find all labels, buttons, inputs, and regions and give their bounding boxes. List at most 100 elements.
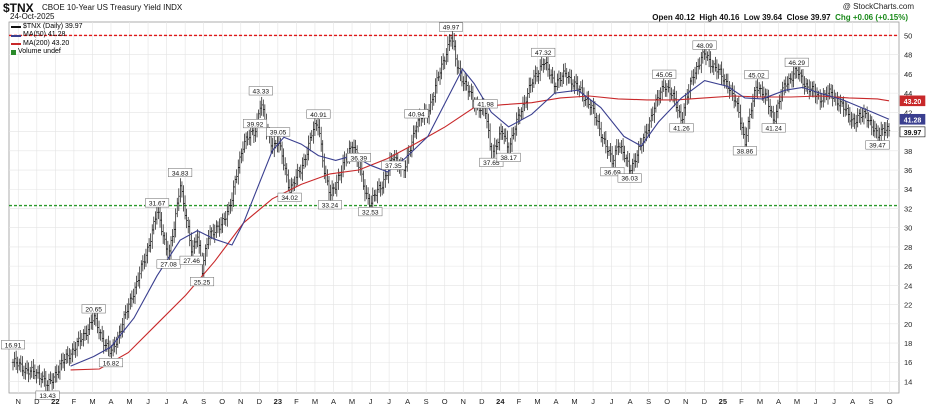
- x-tick-label: 23: [274, 397, 282, 406]
- point-label-box: [306, 109, 331, 119]
- y-tick-label: 32: [904, 204, 912, 213]
- axis-badge-text: 41.28: [904, 117, 922, 124]
- point-label: 25.25: [190, 277, 215, 287]
- axes: 14161820222426283032343638404244464850ND…: [16, 31, 926, 406]
- point-label-box: [865, 140, 890, 150]
- y-tick-label: 26: [904, 262, 912, 271]
- y-tick-label: 42: [904, 108, 912, 117]
- point-label-box: [784, 57, 809, 67]
- point-label-text: 37.65: [483, 160, 500, 167]
- point-label: 45.05: [652, 69, 677, 79]
- point-label: 20.65: [81, 304, 106, 314]
- y-tick-label: 24: [904, 281, 912, 290]
- y-tick-label: 34: [904, 185, 912, 194]
- point-label: 39.92: [243, 119, 268, 128]
- x-tick-label: A: [850, 397, 855, 406]
- point-label-text: 40.91: [310, 112, 327, 119]
- point-label-box: [692, 40, 717, 50]
- point-label-box: [479, 157, 504, 167]
- point-label-text: 16.91: [5, 342, 22, 349]
- point-label-box: [473, 99, 498, 109]
- close-value: Close 39.97: [786, 13, 831, 22]
- y-tick-label: 22: [904, 301, 912, 310]
- y-tick-label: 14: [904, 377, 912, 386]
- point-label-text: 39.47: [869, 143, 886, 150]
- axis-badge-box: [899, 126, 926, 138]
- legend-ma50: MA(50) 41.28: [11, 31, 83, 39]
- axis-badge-ma200: 43.20: [899, 95, 926, 107]
- axis-badge-price: 39.97: [899, 126, 926, 138]
- x-tick-label: J: [591, 397, 595, 406]
- point-label-text: 41.98: [477, 102, 494, 109]
- x-tick-label: S: [869, 397, 874, 406]
- x-tick-label: S: [201, 397, 206, 406]
- x-tick-label: A: [331, 397, 336, 406]
- point-label-box: [190, 277, 215, 287]
- axis-badge-box: [899, 113, 926, 125]
- point-label-box: [168, 168, 193, 178]
- point-label: 36.69: [600, 167, 625, 177]
- point-label-box: [1, 340, 25, 350]
- point-label-box: [600, 167, 625, 177]
- point-label-box: [98, 358, 123, 368]
- legend-ma200-swatch: [11, 43, 21, 46]
- point-label-text: 27.46: [183, 258, 200, 265]
- point-label: 47.32: [531, 47, 556, 57]
- point-labels: 16.91 13.43 20.65 16.82 31.67 27.08 34.83 27.46…: [1, 22, 890, 400]
- y-tick-label: 48: [904, 51, 912, 60]
- point-label-text: 13.43: [39, 393, 56, 400]
- point-label-box: [496, 152, 521, 162]
- axis-badge-text: 43.20: [904, 99, 922, 106]
- x-tick-label: F: [739, 397, 744, 406]
- point-label-box: [248, 86, 273, 96]
- point-label: 41.24: [761, 123, 786, 133]
- point-label-box: [531, 47, 556, 57]
- x-tick-label: M: [349, 397, 355, 406]
- point-label: 16.82: [98, 358, 123, 368]
- legend-price: $TNX (Daily) 39.97: [11, 23, 83, 31]
- ohlc-readout: Open 40.12 High 40.16 Low 39.64 Close 39…: [652, 13, 908, 22]
- point-label: 40.91: [306, 109, 331, 119]
- point-label-text: 36.03: [621, 176, 638, 183]
- point-label-text: 27.08: [160, 262, 177, 269]
- point-label-text: 20.65: [85, 307, 102, 314]
- point-label: 37.65: [479, 157, 504, 167]
- point-label: 39.05: [266, 127, 291, 137]
- point-label-text: 39.92: [247, 121, 264, 128]
- change-value: Chg +0.06 (+0.15%): [835, 13, 908, 22]
- point-label-box: [669, 123, 694, 133]
- point-label: 27.08: [156, 259, 181, 269]
- x-tick-label: N: [683, 397, 688, 406]
- x-tick-label: F: [72, 397, 77, 406]
- point-label-text: 46.29: [789, 60, 806, 67]
- legend-volume-label: Volume undef: [18, 48, 61, 56]
- point-label: 32.53: [358, 207, 383, 216]
- legend-volume: Volume undef: [11, 48, 83, 56]
- point-label: 16.91: [1, 340, 25, 349]
- symbol-title: $TNX: [3, 1, 34, 15]
- y-tick-label: 30: [904, 224, 912, 233]
- point-label-text: 32.53: [362, 209, 379, 216]
- point-label-text: 47.32: [535, 50, 552, 57]
- x-tick-label: N: [461, 397, 466, 406]
- point-label: 40.94: [404, 109, 429, 119]
- point-label: 34.02: [277, 192, 302, 202]
- legend-ma50-swatch: [11, 34, 21, 37]
- point-label: 37.35: [381, 160, 406, 170]
- point-label: 34.83: [168, 168, 193, 178]
- x-tick-label: A: [183, 397, 188, 406]
- chart-legend: $TNX (Daily) 39.97 MA(50) 41.28 MA(200) …: [11, 23, 83, 57]
- point-label-text: 34.02: [281, 195, 298, 202]
- point-label: 36.39: [346, 153, 371, 162]
- point-label-text: 37.35: [385, 163, 402, 170]
- point-label-text: 40.94: [408, 112, 425, 119]
- x-tick-label: M: [89, 397, 95, 406]
- point-label-text: 48.09: [696, 43, 713, 50]
- point-label-box: [35, 390, 60, 400]
- chart-date: 24-Oct-2025: [10, 12, 55, 21]
- point-label: 49.97: [439, 22, 463, 32]
- x-tick-label: A: [553, 397, 558, 406]
- x-tick-label: J: [146, 397, 150, 406]
- x-tick-label: O: [219, 397, 225, 406]
- x-tick-label: M: [571, 397, 577, 406]
